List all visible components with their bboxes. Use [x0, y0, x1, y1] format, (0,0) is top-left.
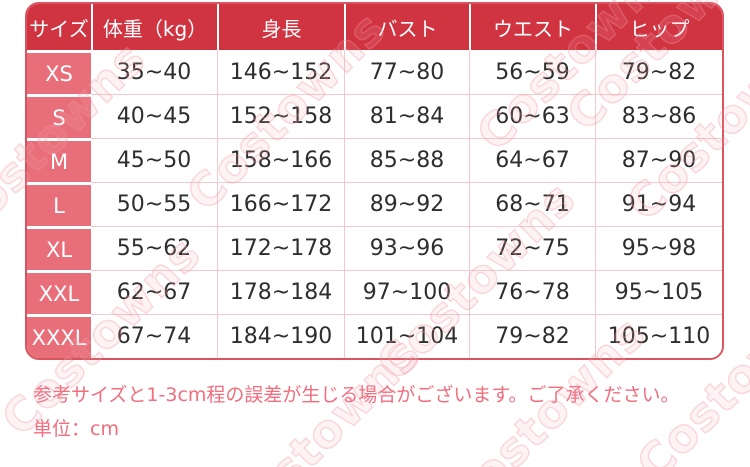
size-cell: XXXL: [27, 314, 91, 358]
data-cell: 55~62: [91, 226, 217, 270]
data-cell: 166~172: [217, 182, 344, 226]
table-header-row: サイズ 体重（kg） 身長 バスト ウエスト ヒップ: [27, 4, 722, 50]
data-cell: 83~86: [595, 94, 722, 138]
data-cell: 77~80: [344, 50, 469, 94]
data-cell: 101~104: [344, 314, 469, 358]
header-cell-hip: ヒップ: [595, 4, 722, 50]
header-cell-height: 身長: [217, 4, 344, 50]
table-row-s: S 40~45 152~158 81~84 60~63 83~86: [27, 94, 722, 138]
data-cell: 85~88: [344, 138, 469, 182]
tolerance-note: 参考サイズと1-3cm程の誤差が生じる場合がございます。ご了承ください。: [33, 384, 680, 406]
data-cell: 158~166: [217, 138, 344, 182]
data-cell: 146~152: [217, 50, 344, 94]
table-row-xxl: XXL 62~67 178~184 97~100 76~78 95~105: [27, 270, 722, 314]
data-cell: 105~110: [595, 314, 722, 358]
data-cell: 81~84: [344, 94, 469, 138]
data-cell: 40~45: [91, 94, 217, 138]
data-cell: 50~55: [91, 182, 217, 226]
header-cell-bust: バスト: [344, 4, 469, 50]
data-cell: 76~78: [469, 270, 595, 314]
table-row-xl: XL 55~62 172~178 93~96 72~75 95~98: [27, 226, 722, 270]
table-row-xxxl: XXXL 67~74 184~190 101~104 79~82 105~110: [27, 314, 722, 358]
data-cell: 95~98: [595, 226, 722, 270]
data-cell: 60~63: [469, 94, 595, 138]
header-cell-size: サイズ: [27, 4, 91, 50]
data-cell: 97~100: [344, 270, 469, 314]
data-cell: 79~82: [469, 314, 595, 358]
data-cell: 152~158: [217, 94, 344, 138]
data-cell: 45~50: [91, 138, 217, 182]
header-cell-weight: 体重（kg）: [91, 4, 217, 50]
table-row-xs: XS 35~40 146~152 77~80 56~59 79~82: [27, 50, 722, 94]
data-cell: 184~190: [217, 314, 344, 358]
data-cell: 64~67: [469, 138, 595, 182]
size-cell: XL: [27, 226, 91, 270]
size-cell: XS: [27, 50, 91, 94]
data-cell: 178~184: [217, 270, 344, 314]
table-row-l: L 50~55 166~172 89~92 68~71 91~94: [27, 182, 722, 226]
data-cell: 56~59: [469, 50, 595, 94]
data-cell: 95~105: [595, 270, 722, 314]
data-cell: 67~74: [91, 314, 217, 358]
data-cell: 35~40: [91, 50, 217, 94]
size-cell: M: [27, 138, 91, 182]
unit-note: 単位：cm: [33, 418, 119, 440]
header-cell-waist: ウエスト: [469, 4, 595, 50]
data-cell: 89~92: [344, 182, 469, 226]
data-cell: 68~71: [469, 182, 595, 226]
data-cell: 93~96: [344, 226, 469, 270]
size-cell: XXL: [27, 270, 91, 314]
size-table-grid: サイズ 体重（kg） 身長 バスト ウエスト ヒップ XS 35~40 146~…: [27, 4, 722, 358]
size-cell: L: [27, 182, 91, 226]
data-cell: 87~90: [595, 138, 722, 182]
data-cell: 91~94: [595, 182, 722, 226]
data-cell: 62~67: [91, 270, 217, 314]
size-table: サイズ 体重（kg） 身長 バスト ウエスト ヒップ XS 35~40 146~…: [25, 2, 724, 360]
data-cell: 72~75: [469, 226, 595, 270]
size-cell: S: [27, 94, 91, 138]
data-cell: 172~178: [217, 226, 344, 270]
table-row-m: M 45~50 158~166 85~88 64~67 87~90: [27, 138, 722, 182]
data-cell: 79~82: [595, 50, 722, 94]
